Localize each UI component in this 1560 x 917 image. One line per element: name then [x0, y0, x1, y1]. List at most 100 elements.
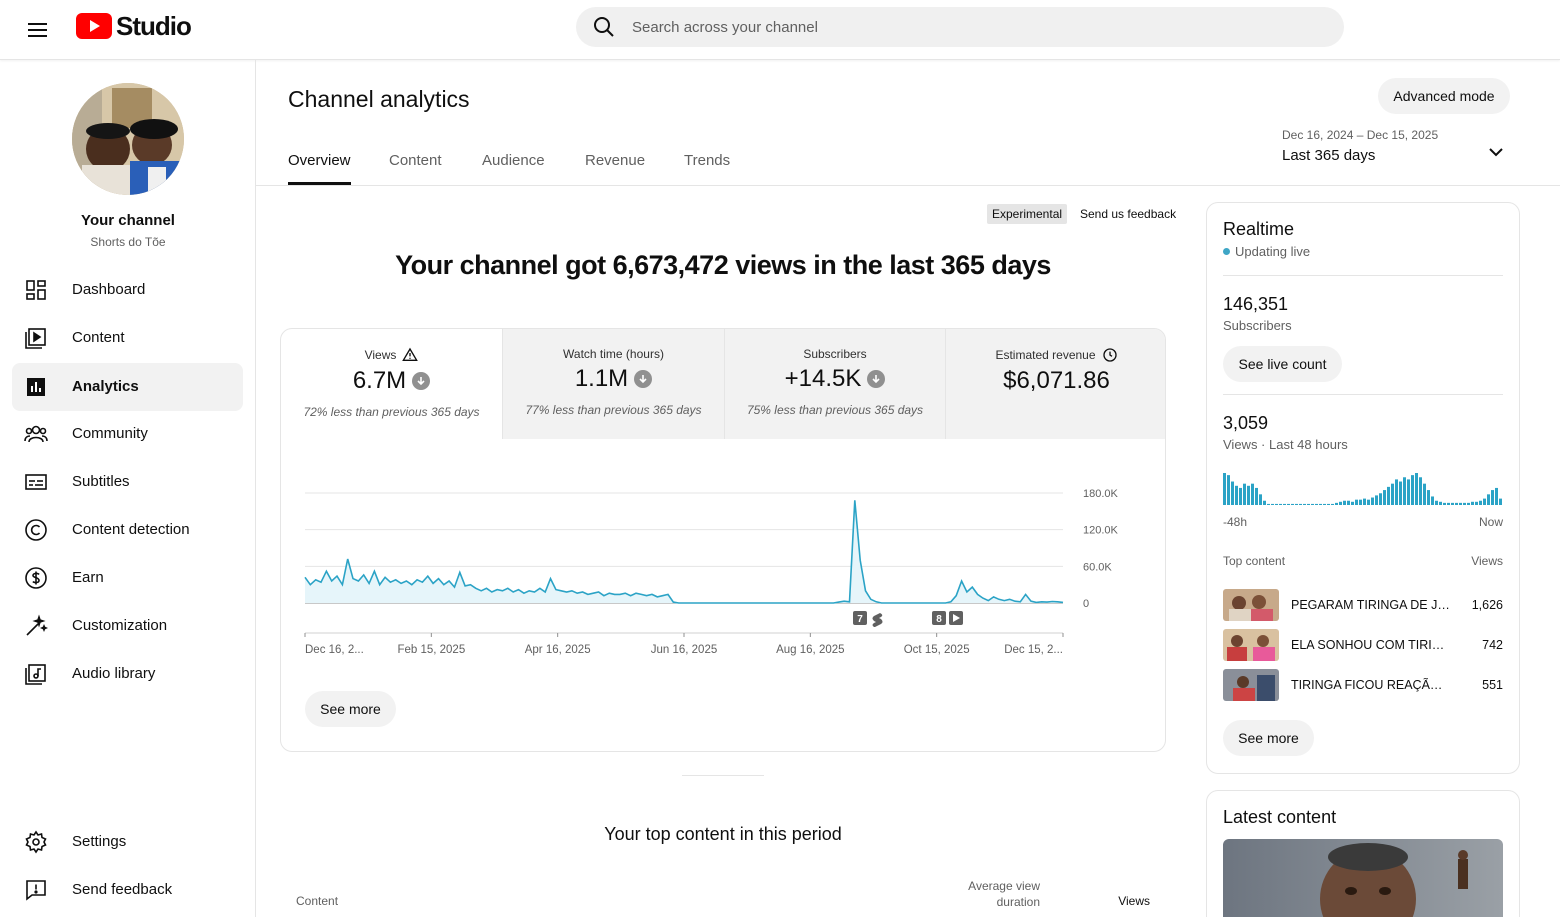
- realtime-bar[interactable]: [1467, 502, 1470, 505]
- realtime-bar[interactable]: [1283, 503, 1286, 505]
- metric-tab-subscribers[interactable]: Subscribers +14.5K 75% less than previou…: [725, 329, 945, 439]
- realtime-bar[interactable]: [1311, 503, 1314, 505]
- realtime-bar[interactable]: [1247, 485, 1250, 505]
- realtime-bar[interactable]: [1239, 487, 1242, 505]
- latest-video-thumbnail[interactable]: [1223, 839, 1503, 917]
- send-us-feedback-link[interactable]: Send us feedback: [1080, 207, 1177, 221]
- search-input[interactable]: [632, 18, 1312, 36]
- date-range-picker[interactable]: Dec 16, 2024 – Dec 15, 2025 Last 365 day…: [1282, 128, 1510, 174]
- realtime-bar[interactable]: [1363, 498, 1366, 505]
- realtime-bar[interactable]: [1227, 475, 1230, 505]
- top-content-item[interactable]: PEGARAM TIRINGA DE JEITO 1,626: [1223, 589, 1503, 621]
- realtime-bar[interactable]: [1483, 498, 1486, 505]
- realtime-bar[interactable]: [1495, 487, 1498, 505]
- realtime-bar[interactable]: [1499, 498, 1502, 505]
- realtime-bar[interactable]: [1267, 503, 1270, 505]
- sidebar-item-subtitles[interactable]: Subtitles: [12, 458, 243, 506]
- realtime-bar[interactable]: [1343, 500, 1346, 505]
- realtime-bar[interactable]: [1303, 503, 1306, 505]
- sidebar-item-audio-library[interactable]: Audio library: [12, 650, 243, 698]
- realtime-bar[interactable]: [1371, 497, 1374, 505]
- realtime-bar[interactable]: [1243, 483, 1246, 505]
- realtime-bar[interactable]: [1235, 485, 1238, 505]
- studio-logo[interactable]: Studio: [76, 11, 192, 41]
- metric-tab-watch-time[interactable]: Watch time (hours) 1.1M 77% less than pr…: [503, 329, 724, 439]
- realtime-bar[interactable]: [1427, 490, 1430, 505]
- top-content-item[interactable]: TIRINGA FICOU REAÇÃO AO 551: [1223, 669, 1503, 701]
- realtime-bar[interactable]: [1307, 503, 1310, 505]
- sidebar-item-send-feedback[interactable]: Send feedback: [12, 866, 243, 914]
- realtime-bar[interactable]: [1415, 473, 1418, 505]
- tab-overview[interactable]: Overview: [288, 140, 351, 185]
- column-header-avg-view-duration[interactable]: Average view duration: [968, 879, 1040, 909]
- sidebar-item-dashboard[interactable]: Dashboard: [12, 266, 243, 314]
- realtime-bar[interactable]: [1287, 503, 1290, 505]
- realtime-bar[interactable]: [1355, 499, 1358, 505]
- sidebar-item-community[interactable]: Community: [12, 410, 243, 458]
- realtime-bar[interactable]: [1327, 503, 1330, 505]
- realtime-bar[interactable]: [1423, 483, 1426, 505]
- realtime-bar[interactable]: [1431, 496, 1434, 505]
- metric-tab-views[interactable]: Views 6.7M 72% less than previous 365 da…: [281, 329, 502, 439]
- column-header-views[interactable]: Views: [1118, 894, 1150, 908]
- realtime-bar[interactable]: [1451, 502, 1454, 505]
- realtime-bar[interactable]: [1223, 473, 1226, 505]
- realtime-bar[interactable]: [1399, 481, 1402, 505]
- realtime-bar[interactable]: [1367, 499, 1370, 505]
- realtime-bar[interactable]: [1403, 477, 1406, 505]
- realtime-bar[interactable]: [1395, 479, 1398, 505]
- realtime-bar[interactable]: [1263, 500, 1266, 505]
- realtime-bar[interactable]: [1251, 483, 1254, 505]
- realtime-bar[interactable]: [1291, 503, 1294, 505]
- tab-trends[interactable]: Trends: [684, 152, 731, 169]
- realtime-bar[interactable]: [1455, 502, 1458, 505]
- realtime-bar[interactable]: [1459, 502, 1462, 505]
- sidebar-item-earn[interactable]: Earn: [12, 554, 243, 602]
- menu-icon[interactable]: [24, 16, 52, 44]
- tab-revenue[interactable]: Revenue: [585, 152, 646, 169]
- realtime-bar[interactable]: [1419, 477, 1422, 505]
- realtime-bar[interactable]: [1379, 493, 1382, 505]
- realtime-bar[interactable]: [1407, 479, 1410, 505]
- realtime-bar[interactable]: [1375, 495, 1378, 505]
- sidebar-item-customization[interactable]: Customization: [12, 602, 243, 650]
- search-box[interactable]: [576, 7, 1344, 47]
- realtime-bar[interactable]: [1435, 500, 1438, 505]
- realtime-bar[interactable]: [1411, 475, 1414, 505]
- advanced-mode-button[interactable]: Advanced mode: [1378, 78, 1510, 114]
- realtime-bar[interactable]: [1447, 502, 1450, 505]
- realtime-bar[interactable]: [1491, 490, 1494, 505]
- see-more-button[interactable]: See more: [305, 691, 396, 727]
- realtime-bar[interactable]: [1347, 500, 1350, 505]
- realtime-bar[interactable]: [1295, 503, 1298, 505]
- tab-content[interactable]: Content: [389, 152, 442, 169]
- sidebar-item-settings[interactable]: Settings: [12, 818, 243, 866]
- realtime-bar[interactable]: [1463, 502, 1466, 505]
- realtime-bar[interactable]: [1383, 490, 1386, 505]
- sidebar-item-content[interactable]: Content: [12, 314, 243, 362]
- realtime-bar[interactable]: [1443, 502, 1446, 505]
- realtime-bar[interactable]: [1271, 503, 1274, 505]
- realtime-bar[interactable]: [1315, 503, 1318, 505]
- realtime-bar[interactable]: [1299, 503, 1302, 505]
- realtime-bar[interactable]: [1231, 481, 1234, 505]
- channel-avatar[interactable]: [72, 83, 184, 195]
- realtime-bar[interactable]: [1387, 486, 1390, 505]
- metric-tab-revenue[interactable]: Estimated revenue $6,071.86: [946, 329, 1165, 439]
- realtime-bar[interactable]: [1471, 501, 1474, 505]
- column-header-content[interactable]: Content: [296, 894, 339, 908]
- tab-audience[interactable]: Audience: [482, 152, 545, 169]
- realtime-bar[interactable]: [1339, 501, 1342, 505]
- realtime-bar[interactable]: [1279, 503, 1282, 505]
- realtime-bar[interactable]: [1351, 501, 1354, 505]
- sidebar-item-analytics[interactable]: Analytics: [12, 363, 243, 411]
- top-content-item[interactable]: ELA SONHOU COM TIRINGA 742: [1223, 629, 1503, 661]
- realtime-bar[interactable]: [1487, 494, 1490, 505]
- realtime-bar[interactable]: [1359, 499, 1362, 505]
- see-live-count-button[interactable]: See live count: [1223, 346, 1342, 382]
- realtime-bar[interactable]: [1475, 501, 1478, 505]
- sidebar-item-content-detection[interactable]: Content detection: [12, 506, 243, 554]
- realtime-bar[interactable]: [1335, 502, 1338, 505]
- realtime-bar[interactable]: [1323, 503, 1326, 505]
- realtime-bar[interactable]: [1479, 500, 1482, 505]
